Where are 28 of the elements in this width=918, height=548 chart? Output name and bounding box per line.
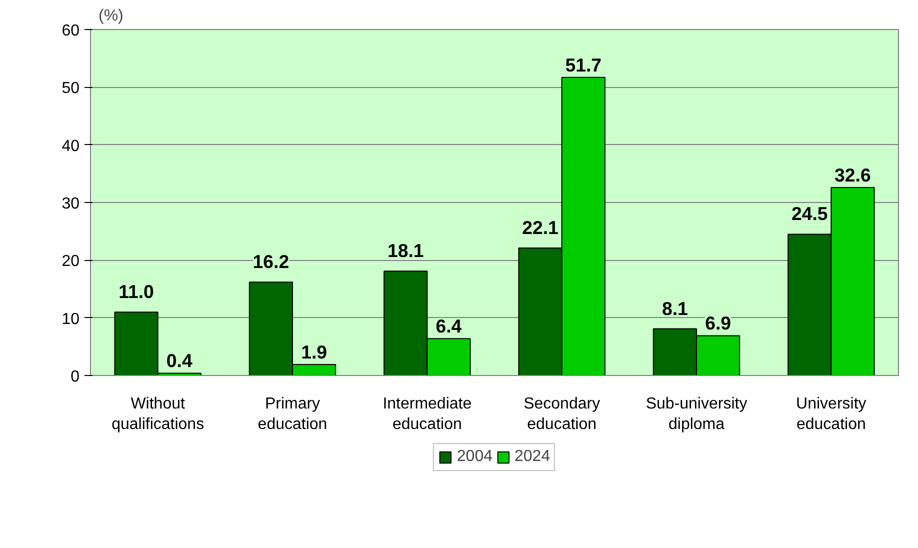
x-tick-label: Secondary education <box>524 396 600 433</box>
data-label: 32.6 <box>834 164 871 186</box>
y-tick-label: 40 <box>62 138 80 155</box>
legend-label: 2024 <box>514 448 550 466</box>
data-label: 51.7 <box>565 54 602 76</box>
y-tick-label: 10 <box>62 310 80 328</box>
x-tick-label: Sub-university diploma <box>646 396 748 433</box>
data-label: 6.4 <box>436 316 462 337</box>
data-label: 8.1 <box>662 298 688 319</box>
data-label: 0.4 <box>166 350 193 372</box>
data-label: 22.1 <box>522 217 558 238</box>
y-tick-label: 50 <box>62 80 80 98</box>
legend-label: 2004 <box>456 448 492 466</box>
x-tick-label: University education <box>796 396 866 433</box>
x-tick-label: Without qualifications <box>112 396 204 433</box>
y-tick-label: 30 <box>62 196 80 212</box>
x-tick-label: Intermediate education <box>382 396 472 433</box>
y-axis-title: (%) <box>98 8 124 24</box>
data-label: 1.9 <box>301 342 328 363</box>
data-label: 16.2 <box>252 251 290 272</box>
x-tick-label: Primary education <box>258 396 328 433</box>
y-tick-label: 60 <box>62 22 80 40</box>
data-label: 24.5 <box>791 203 828 224</box>
y-tick-label: 0 <box>70 368 80 386</box>
data-label: 6.9 <box>705 312 732 334</box>
y-tick-label: 20 <box>62 253 80 270</box>
data-label: 11.0 <box>118 281 154 302</box>
data-label: 18.1 <box>387 240 424 262</box>
